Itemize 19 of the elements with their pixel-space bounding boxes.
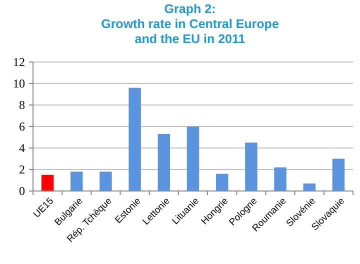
- bar: [274, 167, 286, 191]
- bar: [186, 126, 200, 191]
- y-tick-label: 12: [13, 55, 25, 70]
- bar: [245, 142, 258, 191]
- y-tick-label: 2: [19, 162, 25, 177]
- y-tick-label: 4: [19, 141, 25, 156]
- y-tick-label: 6: [19, 120, 25, 134]
- chart-title: Graph 2: Growth rate in Central Europe and the EU in 2011: [101, 2, 279, 46]
- bar: [128, 88, 141, 191]
- y-tick-label: 8: [19, 98, 25, 112]
- y-tick-label: 10: [13, 76, 25, 91]
- y-tick-label: 0: [19, 184, 25, 198]
- bar: [332, 158, 345, 191]
- bar: [41, 174, 54, 191]
- bar: [158, 134, 170, 191]
- bar: [100, 172, 112, 191]
- bar: [216, 174, 228, 191]
- bar: [70, 172, 83, 191]
- bar: [303, 183, 316, 191]
